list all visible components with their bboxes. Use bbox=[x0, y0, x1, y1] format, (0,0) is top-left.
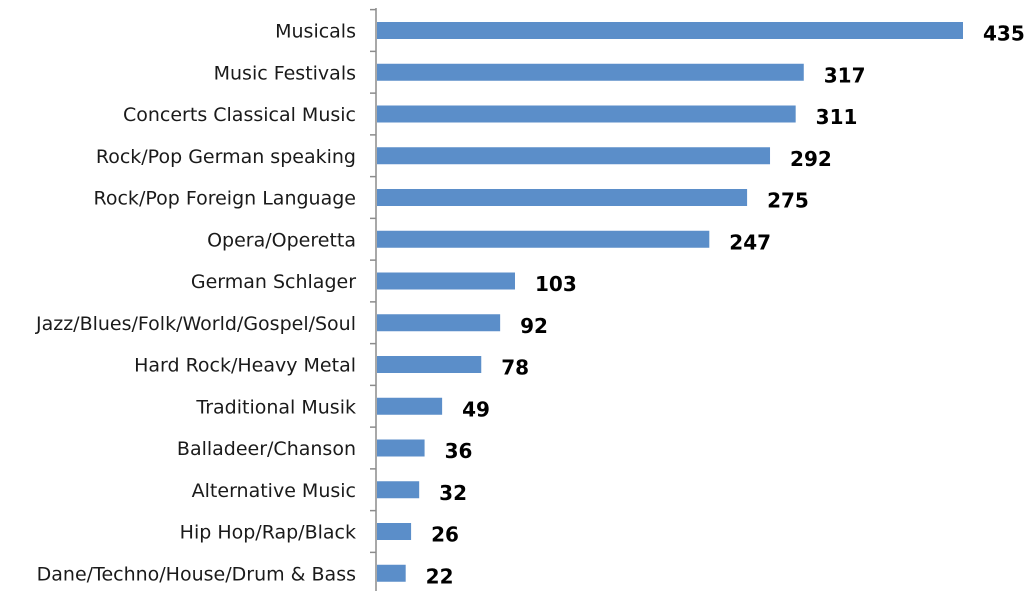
category-label: Rock/Pop German speaking bbox=[96, 146, 356, 168]
bar bbox=[377, 147, 771, 165]
bar bbox=[377, 314, 501, 332]
category-label: Rock/Pop Foreign Language bbox=[94, 188, 356, 210]
category-label: Musicals bbox=[275, 21, 356, 43]
value-label: 311 bbox=[816, 105, 858, 129]
category-label: Traditional Musik bbox=[195, 396, 356, 418]
category-label: German Schlager bbox=[191, 271, 356, 293]
category-label: Concerts Classical Music bbox=[123, 104, 356, 126]
value-labels-group: 435 317 311 292 275 247 103 92 78 49 36 32 26 22 bbox=[426, 22, 1025, 589]
bar bbox=[377, 105, 796, 123]
category-labels-group: Musicals Music Festivals Concerts Classica… bbox=[35, 21, 356, 586]
value-label: 292 bbox=[790, 147, 832, 171]
value-label: 317 bbox=[824, 63, 866, 87]
bar bbox=[377, 63, 804, 81]
value-label: 92 bbox=[520, 314, 548, 338]
category-label: Opera/Operetta bbox=[207, 229, 356, 251]
bar bbox=[377, 523, 412, 540]
bar bbox=[377, 356, 482, 373]
category-label: Balladeer/Chanson bbox=[177, 438, 356, 460]
bars-group bbox=[370, 8, 963, 582]
category-label: Music Festivals bbox=[214, 62, 356, 84]
value-label: 103 bbox=[535, 272, 577, 296]
category-label: Dane/Techno/House/Drum & Bass bbox=[37, 563, 356, 585]
bar bbox=[377, 439, 425, 457]
bar bbox=[377, 564, 406, 582]
value-label: 22 bbox=[426, 564, 454, 588]
value-label: 435 bbox=[983, 22, 1025, 46]
bar bbox=[377, 397, 443, 415]
category-label: Alternative Music bbox=[192, 480, 356, 502]
bar bbox=[377, 22, 963, 39]
value-label: 32 bbox=[439, 481, 467, 505]
bar bbox=[377, 230, 710, 248]
category-label: Jazz/Blues/Folk/World/Gospel/Soul bbox=[35, 313, 356, 335]
bar bbox=[377, 481, 420, 499]
value-label: 275 bbox=[767, 189, 809, 213]
value-label: 36 bbox=[445, 439, 473, 463]
bar bbox=[377, 189, 748, 206]
value-label: 26 bbox=[431, 523, 459, 547]
bar bbox=[377, 272, 515, 290]
value-label: 78 bbox=[501, 356, 529, 380]
category-label: Hip Hop/Rap/Black bbox=[180, 522, 356, 544]
category-label: Hard Rock/Heavy Metal bbox=[134, 355, 356, 377]
value-label: 247 bbox=[729, 230, 771, 254]
value-label: 49 bbox=[462, 397, 490, 421]
